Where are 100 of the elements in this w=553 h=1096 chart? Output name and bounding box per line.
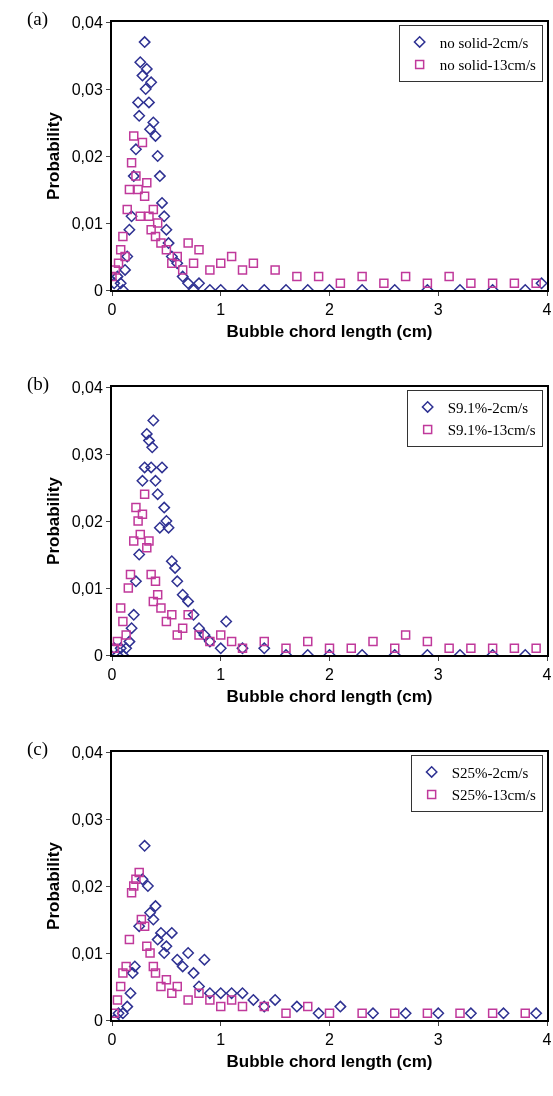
point [121, 630, 131, 640]
point [237, 265, 248, 275]
point [133, 516, 143, 526]
point [134, 867, 144, 878]
point [313, 271, 324, 282]
point [146, 224, 156, 235]
point [198, 628, 211, 641]
point [194, 630, 204, 640]
point [158, 210, 171, 223]
point [115, 245, 126, 255]
point [237, 1001, 248, 1012]
point [153, 521, 166, 534]
point [422, 278, 433, 289]
point [172, 630, 182, 640]
legend-label: no solid-2cm/s [439, 34, 529, 51]
point [150, 231, 161, 242]
point [140, 427, 153, 440]
point [290, 1000, 303, 1013]
point [171, 953, 184, 966]
y-tick-label: 0,04 [71, 743, 103, 761]
point [145, 461, 158, 474]
point [146, 441, 159, 454]
point [390, 643, 400, 654]
point [226, 636, 237, 647]
point [160, 515, 173, 527]
point [466, 278, 476, 289]
point [176, 588, 189, 601]
y-axis-title: Probability [43, 476, 63, 565]
point [161, 245, 172, 255]
point [167, 610, 177, 620]
point [129, 575, 142, 588]
point [156, 981, 166, 992]
point [138, 36, 151, 49]
point [368, 636, 378, 647]
point [118, 616, 128, 627]
point [269, 993, 282, 1006]
legend-label: S25%-13cm/s [451, 787, 536, 804]
point [124, 987, 137, 1000]
x-axis-title: Bubble chord length (cm) [226, 1052, 433, 1072]
point [138, 461, 151, 474]
point [165, 555, 178, 568]
point [152, 218, 163, 228]
point [128, 960, 141, 973]
point [150, 968, 161, 978]
point [324, 643, 335, 654]
point [135, 529, 146, 540]
legend-label: S9.1%-2cm/s [447, 399, 529, 416]
x-axis-title: Bubble chord length (cm) [226, 687, 433, 707]
point [154, 926, 167, 939]
point [390, 1008, 400, 1019]
point [126, 967, 139, 980]
point [133, 548, 146, 561]
x-tick-label: 3 [433, 1031, 443, 1049]
y-tick-label: 0,01 [71, 579, 103, 597]
point [312, 1007, 325, 1020]
point [137, 509, 148, 520]
point [432, 1007, 445, 1020]
x-tick-label: 4 [542, 301, 552, 319]
point [123, 583, 134, 593]
point [194, 245, 204, 255]
point [133, 920, 146, 933]
point [142, 941, 152, 952]
point [167, 258, 177, 268]
x-tick-label: 0 [107, 666, 117, 684]
point [176, 270, 189, 283]
point [149, 900, 162, 913]
point [132, 96, 145, 109]
y-tick-label: 0,03 [71, 445, 103, 463]
point [161, 616, 172, 627]
point [118, 968, 128, 978]
point [226, 251, 237, 262]
point [114, 642, 127, 655]
point [165, 926, 178, 939]
point [509, 643, 520, 654]
point [136, 69, 149, 82]
point [153, 170, 166, 183]
point [148, 204, 159, 215]
point [171, 575, 184, 588]
y-tick-label: 0,01 [71, 944, 103, 962]
x-axis-title: Bubble chord length (cm) [226, 322, 433, 342]
text: (b) [27, 373, 50, 395]
y-tick-label: 0,04 [71, 13, 103, 31]
point [160, 940, 173, 953]
point [182, 947, 195, 959]
point [225, 987, 238, 1000]
point [183, 238, 193, 248]
point [216, 1001, 226, 1012]
point [151, 150, 164, 162]
legend-label: S9.1%-13cm/s [447, 422, 536, 439]
point [334, 1000, 347, 1013]
point [126, 157, 137, 168]
point [133, 184, 143, 195]
y-tick-label: 0 [93, 281, 103, 299]
point [497, 1007, 510, 1020]
point [131, 171, 141, 181]
point [172, 981, 182, 992]
point [281, 1008, 291, 1019]
legend-label: S25%-2cm/s [451, 764, 529, 781]
point [520, 1008, 530, 1019]
point [125, 210, 138, 223]
